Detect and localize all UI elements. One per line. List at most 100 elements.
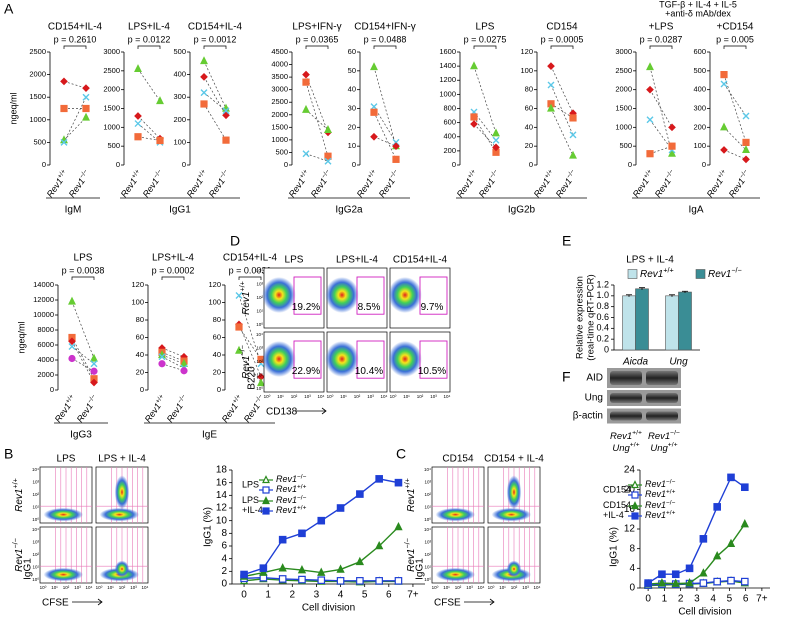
chart-title: LPS+IL-4	[152, 253, 194, 264]
flow-tick-label: 10²	[256, 359, 263, 364]
flow-tick-label: 10³	[367, 394, 374, 399]
connector	[63, 81, 87, 89]
x-tick-label: Rev1+/+	[118, 168, 145, 199]
blot-label: AID	[586, 373, 603, 384]
connector	[373, 106, 397, 143]
marker	[668, 148, 676, 157]
gate	[356, 276, 385, 315]
y-tick-label: 2500	[615, 66, 632, 75]
cell-cloud	[262, 341, 296, 377]
flow-tick-label: 10²	[424, 552, 431, 557]
connector	[238, 324, 262, 378]
group-label: IgG2b	[508, 205, 536, 216]
connector	[305, 82, 329, 157]
flow-column-label: CD154+IL-4	[393, 255, 448, 266]
y-tick-label: 20	[213, 367, 221, 376]
blot-band	[646, 371, 678, 385]
p-value: p = 0.0365	[296, 34, 339, 44]
flow-tick-label: 10¹	[32, 505, 39, 510]
y-tick-label: 1.0	[596, 290, 609, 300]
error-bar	[669, 294, 675, 297]
bracket	[723, 45, 747, 49]
x-tick-label: Rev1+/+	[704, 168, 731, 199]
marker	[685, 578, 694, 587]
gate	[293, 276, 322, 315]
marker	[658, 570, 666, 579]
marker	[394, 521, 403, 531]
flow-tick-label: 10⁰	[327, 394, 334, 399]
flow-tick-label: 10⁰	[96, 585, 103, 590]
flow-tick-label: 10³	[304, 394, 311, 399]
marker	[492, 128, 500, 137]
y-tick-label: 0	[529, 160, 533, 169]
blot-label: β-actin	[573, 411, 603, 422]
chart-title: LPS + IL-4	[626, 255, 674, 266]
y-axis-label: Relative expression	[575, 276, 586, 359]
x-tick-label: Rev1−/−	[376, 168, 403, 199]
y-tick-label: 120	[131, 280, 144, 289]
flow-tick-label: 10¹	[32, 565, 39, 570]
gate-percent: 10.4%	[355, 366, 383, 377]
y-tick-label: 1500	[103, 103, 120, 112]
marker	[324, 157, 332, 165]
bracket	[473, 45, 497, 49]
connector	[649, 66, 673, 154]
x-tick-label: Rev1−/−	[476, 168, 503, 199]
x-tick-label: Rev1−/−	[553, 168, 580, 199]
cell-cloud	[506, 475, 522, 510]
y-tick-label: 1500	[271, 122, 288, 131]
y-tick-label: 120	[520, 47, 533, 56]
y-tick-label: 1.2	[596, 279, 609, 289]
y-tick-label: 100	[208, 297, 221, 306]
axis-arrow	[296, 407, 327, 415]
marker	[158, 360, 166, 368]
y-tick-label: 2500	[29, 47, 46, 56]
cell-cloud	[388, 277, 422, 313]
flow-tick-label: 10¹	[256, 373, 263, 378]
chart-title: CD154+IL-4	[48, 22, 103, 33]
p-value: p = 0.0287	[640, 34, 683, 44]
axis-arrow	[464, 598, 495, 606]
group-label: IgG3	[70, 430, 92, 441]
flow-tick-label: 10¹	[51, 585, 58, 590]
flow-tick-label: 10¹	[443, 585, 450, 590]
marker	[547, 103, 555, 112]
marker	[742, 145, 750, 154]
legend-label: Rev1+/+	[276, 504, 307, 515]
y-tick-label: 40	[348, 85, 356, 94]
y-tick-label: 1500	[29, 92, 46, 101]
flow-column-label: LPS	[57, 454, 76, 465]
y-tick-label: 100	[693, 141, 706, 150]
marker	[82, 104, 90, 113]
marker	[394, 478, 403, 487]
connector	[723, 127, 747, 151]
x-tick-label: Rev1+/+	[286, 168, 313, 199]
marker	[470, 61, 478, 70]
axis-arrow	[72, 598, 103, 606]
y-tick-label: 20	[348, 122, 356, 131]
flow-tick-label: 10²	[424, 492, 431, 497]
marker	[370, 108, 378, 116]
cell-cloud	[43, 567, 84, 582]
connector	[305, 109, 329, 131]
y-tick-label: 400	[693, 85, 706, 94]
marker	[68, 296, 76, 305]
flow-tick-label: 10⁰	[424, 577, 431, 582]
flow-tick-label: 10⁴	[142, 585, 149, 590]
y-tick-label: 12	[216, 503, 228, 514]
cell-cloud	[114, 475, 130, 510]
y-tick-label: 2000	[29, 70, 46, 79]
flow-tick-label: 10³	[256, 282, 263, 287]
y-tick-label: 0	[182, 160, 186, 169]
marker	[370, 103, 378, 111]
x-tick-label: Rev1−/−	[726, 168, 753, 199]
x-tick-label: Rev1−/−	[140, 168, 167, 199]
p-value: p = 0.0488	[364, 34, 407, 44]
gate	[419, 276, 448, 315]
connector	[137, 68, 161, 102]
marker	[375, 475, 383, 483]
y-tick-label: 2000	[615, 85, 632, 94]
marker	[317, 567, 326, 576]
marker	[370, 132, 378, 141]
y-tick-label: 1000	[439, 89, 456, 98]
